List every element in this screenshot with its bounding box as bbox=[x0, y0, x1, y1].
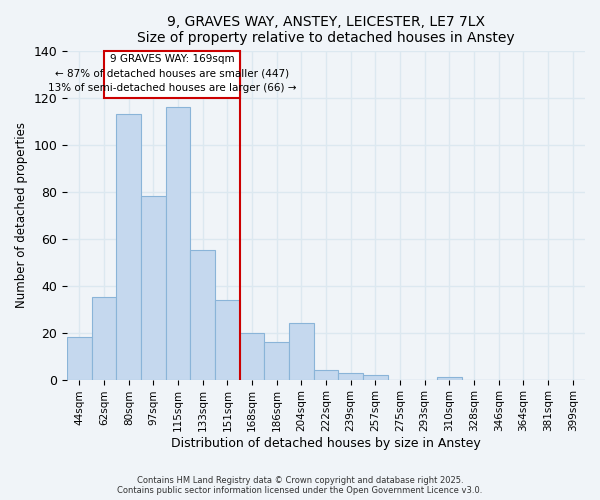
Bar bbox=[240, 332, 265, 380]
Title: 9, GRAVES WAY, ANSTEY, LEICESTER, LE7 7LX
Size of property relative to detached : 9, GRAVES WAY, ANSTEY, LEICESTER, LE7 7L… bbox=[137, 15, 515, 45]
X-axis label: Distribution of detached houses by size in Anstey: Distribution of detached houses by size … bbox=[171, 437, 481, 450]
Bar bbox=[314, 370, 338, 380]
Bar bbox=[265, 342, 289, 380]
Text: 9 GRAVES WAY: 169sqm: 9 GRAVES WAY: 169sqm bbox=[110, 54, 234, 64]
Bar bbox=[289, 323, 314, 380]
Text: Contains HM Land Registry data © Crown copyright and database right 2025.
Contai: Contains HM Land Registry data © Crown c… bbox=[118, 476, 482, 495]
Text: 13% of semi-detached houses are larger (66) →: 13% of semi-detached houses are larger (… bbox=[48, 84, 296, 94]
Text: ← 87% of detached houses are smaller (447): ← 87% of detached houses are smaller (44… bbox=[55, 68, 289, 78]
Bar bbox=[67, 338, 92, 380]
Y-axis label: Number of detached properties: Number of detached properties bbox=[15, 122, 28, 308]
Bar bbox=[215, 300, 240, 380]
Bar bbox=[363, 375, 388, 380]
Bar bbox=[338, 372, 363, 380]
Bar bbox=[92, 298, 116, 380]
Bar bbox=[437, 377, 462, 380]
Bar bbox=[166, 107, 190, 380]
Bar bbox=[141, 196, 166, 380]
FancyBboxPatch shape bbox=[104, 50, 240, 98]
Bar bbox=[116, 114, 141, 380]
Bar bbox=[190, 250, 215, 380]
